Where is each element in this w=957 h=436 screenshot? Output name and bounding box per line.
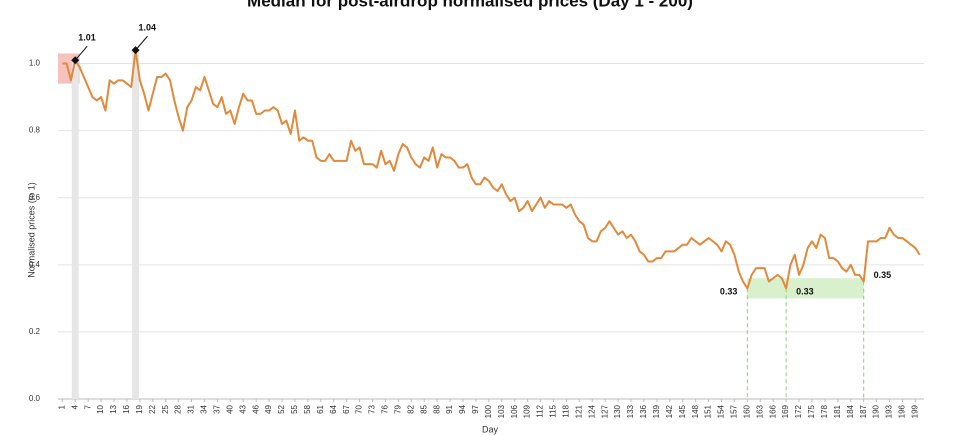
annotation-leader	[135, 35, 148, 51]
x-tick-label: 19	[135, 404, 144, 413]
x-tick-label: 16	[122, 404, 131, 413]
x-tick-label: 37	[213, 404, 222, 413]
x-tick-label: 64	[329, 404, 338, 413]
y-tick-label: 0.2	[29, 327, 41, 336]
annotation-label: 1.01	[78, 33, 96, 43]
x-tick-label: 10	[96, 404, 105, 413]
x-tick-label: 49	[264, 404, 273, 413]
x-tick-label: 199	[910, 404, 919, 418]
annotation-label: 1.04	[139, 23, 157, 33]
x-tick-label: 76	[381, 404, 390, 413]
x-tick-label: 79	[393, 404, 402, 413]
x-tick-label: 115	[549, 404, 558, 417]
x-tick-label: 121	[574, 404, 583, 418]
x-tick-label: 193	[885, 404, 894, 418]
x-tick-label: 7	[83, 404, 92, 409]
x-tick-label: 106	[510, 404, 519, 418]
x-tick-label: 4	[70, 404, 79, 409]
y-tick-label: 1.0	[29, 59, 41, 68]
x-tick-label: 43	[238, 404, 247, 413]
x-tick-label: 142	[665, 404, 674, 418]
x-tick-label: 97	[471, 404, 480, 413]
x-tick-label: 73	[368, 404, 377, 413]
x-tick-label: 31	[187, 404, 196, 413]
x-tick-label: 82	[406, 404, 415, 413]
x-tick-label: 160	[742, 404, 751, 418]
x-tick-label: 118	[562, 404, 571, 417]
x-tick-label: 157	[730, 404, 739, 418]
shaded-region	[747, 278, 864, 299]
annotation-label: 0.33	[720, 287, 738, 297]
x-tick-label: 127	[600, 404, 609, 418]
x-tick-label: 178	[820, 404, 829, 418]
x-tick-label: 40	[225, 404, 234, 413]
x-tick-label: 187	[859, 404, 868, 418]
y-tick-label: 0.0	[29, 394, 41, 403]
annotation-label: 0.35	[874, 270, 892, 280]
x-tick-label: 67	[342, 404, 351, 413]
x-tick-label: 94	[458, 404, 467, 413]
x-tick-label: 163	[755, 404, 764, 418]
x-tick-label: 148	[691, 404, 700, 418]
annotation-label: 0.33	[796, 287, 814, 297]
x-tick-label: 133	[626, 404, 635, 418]
x-tick-label: 184	[846, 404, 855, 418]
x-tick-label: 124	[587, 404, 596, 418]
x-tick-label: 100	[484, 404, 493, 418]
x-tick-label: 109	[523, 404, 532, 418]
x-tick-label: 91	[445, 404, 454, 413]
x-tick-label: 139	[652, 404, 661, 418]
shaded-region	[132, 50, 139, 400]
x-tick-label: 52	[277, 404, 286, 413]
x-tick-label: 112	[536, 404, 545, 417]
x-tick-label: 88	[432, 404, 441, 413]
x-tick-label: 61	[316, 404, 325, 413]
x-tick-label: 196	[898, 404, 907, 418]
chart-title: Median for post-airdrop normalised price…	[247, 0, 693, 10]
x-tick-label: 58	[303, 404, 312, 413]
x-tick-label: 85	[419, 404, 428, 413]
y-axis-label: Normalised prices (to 1)	[26, 182, 36, 278]
x-tick-label: 55	[290, 404, 299, 413]
x-tick-label: 46	[251, 404, 260, 413]
x-tick-label: 172	[794, 404, 803, 418]
x-tick-label: 190	[872, 404, 881, 418]
x-tick-label: 70	[355, 404, 364, 413]
x-axis-label: Day	[482, 424, 499, 434]
x-tick-label: 136	[639, 404, 648, 418]
y-tick-label: 0.4	[29, 260, 41, 269]
y-tick-label: 0.6	[29, 193, 41, 202]
x-tick-label: 28	[174, 404, 183, 413]
x-tick-label: 175	[807, 404, 816, 418]
shaded-region	[71, 60, 79, 399]
x-tick-label: 25	[161, 404, 170, 413]
x-tick-label: 22	[148, 404, 157, 413]
x-tick-label: 181	[833, 404, 842, 418]
x-tick-label: 145	[678, 404, 687, 418]
price-line	[62, 49, 921, 290]
x-tick-label: 1	[57, 404, 66, 409]
annotation-leader	[74, 45, 88, 61]
x-tick-label: 130	[613, 404, 622, 418]
x-tick-label: 13	[109, 404, 118, 413]
x-tick-label: 154	[717, 404, 726, 418]
x-tick-label: 166	[768, 404, 777, 418]
x-tick-label: 103	[497, 404, 506, 418]
x-tick-label: 151	[704, 404, 713, 418]
x-tick-label: 34	[200, 404, 209, 413]
y-tick-label: 0.8	[29, 126, 41, 135]
x-tick-label: 169	[781, 404, 790, 418]
